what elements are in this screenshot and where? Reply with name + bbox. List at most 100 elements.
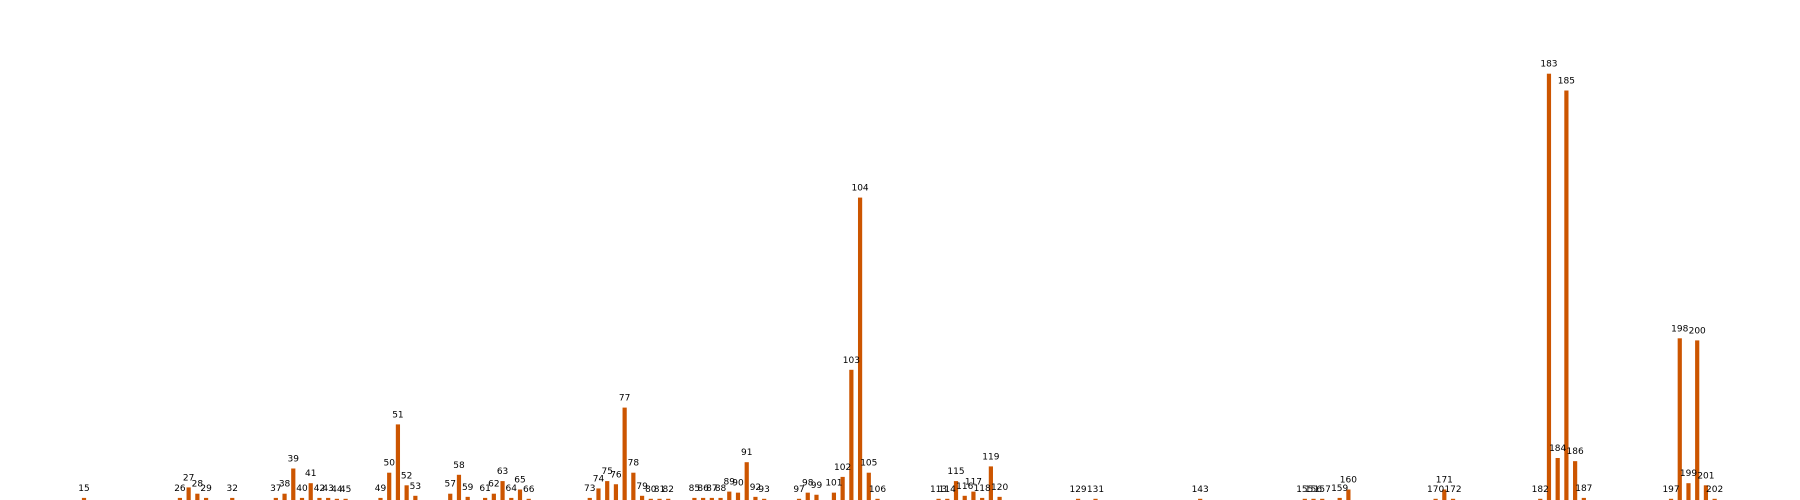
bar-label-27: 27	[183, 473, 194, 483]
bar-label-172: 172	[1444, 485, 1461, 495]
bar-88	[718, 497, 723, 500]
bar-label-42: 42	[314, 484, 325, 494]
bar-label-115: 115	[947, 467, 964, 477]
bar-label-155: 155	[1296, 485, 1313, 495]
bar-label-87: 87	[706, 484, 717, 494]
bar-label-43: 43	[322, 484, 333, 494]
bar-label-117: 117	[965, 478, 982, 488]
bar-106	[875, 498, 880, 500]
bar-143	[1198, 498, 1203, 500]
bar-129	[1075, 498, 1081, 500]
bar-118	[980, 497, 985, 500]
bar-61	[483, 497, 488, 500]
bar-160	[1346, 489, 1351, 500]
bar-label-131: 131	[1087, 485, 1104, 495]
bar-58	[456, 474, 462, 500]
bar-41	[308, 483, 313, 500]
bar-42	[317, 497, 322, 500]
bar-label-186: 186	[1567, 447, 1584, 457]
bar-label-129: 129	[1069, 485, 1086, 495]
bars-layer	[81, 73, 1717, 500]
bar-28	[195, 493, 200, 500]
bar-182	[1538, 498, 1543, 500]
bar-183	[1546, 73, 1552, 500]
bar-label-80: 80	[645, 485, 657, 495]
bar-198	[1677, 338, 1682, 500]
bar-label-65: 65	[514, 476, 525, 486]
bar-91	[744, 462, 749, 500]
bar-label-78: 78	[628, 459, 640, 469]
bar-53	[413, 495, 418, 500]
bar-label-159: 159	[1331, 484, 1348, 494]
bar-label-61: 61	[479, 484, 490, 494]
bar-label-37: 37	[270, 484, 281, 494]
bar-44	[334, 498, 339, 500]
bar-label-97: 97	[793, 485, 804, 495]
bar-label-28: 28	[192, 480, 204, 490]
bar-label-40: 40	[296, 484, 308, 494]
bar-label-92: 92	[750, 483, 761, 493]
bar-171	[1442, 489, 1447, 500]
bar-49	[378, 497, 383, 500]
bar-label-76: 76	[610, 470, 622, 480]
bar-label-185: 185	[1558, 77, 1575, 87]
bar-75	[605, 481, 610, 500]
bar-77	[622, 407, 627, 500]
bar-39	[291, 468, 296, 500]
bar-label-160: 160	[1340, 476, 1357, 486]
bar-label-89: 89	[724, 478, 736, 488]
bar-label-77: 77	[619, 394, 630, 404]
bar-102	[840, 476, 845, 500]
bar-label-32: 32	[227, 484, 238, 494]
bar-156	[1311, 498, 1316, 500]
bar-27	[186, 487, 191, 500]
bar-187	[1581, 497, 1586, 500]
bar-116	[962, 495, 967, 500]
bar-label-91: 91	[741, 448, 752, 458]
bar-92	[753, 496, 758, 500]
bar-label-82: 82	[663, 485, 674, 495]
bar-label-103: 103	[843, 356, 860, 366]
bar-label-157: 157	[1314, 485, 1331, 495]
bar-label-187: 187	[1575, 484, 1592, 494]
bar-label-57: 57	[445, 480, 456, 490]
bar-label-99: 99	[811, 481, 823, 491]
bar-26	[177, 497, 183, 500]
bar-57	[448, 493, 453, 500]
bar-117	[971, 491, 976, 500]
bar-202	[1712, 498, 1717, 500]
bar-86	[701, 497, 706, 500]
bar-label-73: 73	[584, 484, 595, 494]
bar-97	[796, 498, 802, 500]
bar-186	[1573, 461, 1578, 500]
bar-label-52: 52	[401, 471, 412, 481]
bar-label-51: 51	[392, 410, 403, 420]
bar-label-120: 120	[991, 483, 1008, 493]
bar-label-39: 39	[288, 455, 300, 465]
bar-label-88: 88	[715, 484, 727, 494]
bar-37	[273, 497, 278, 500]
bar-184	[1555, 458, 1560, 500]
bar-157	[1320, 498, 1325, 500]
bar-81	[657, 498, 662, 500]
bar-label-66: 66	[523, 485, 535, 495]
bar-87	[709, 497, 714, 500]
bar-119	[988, 466, 993, 500]
bar-label-75: 75	[601, 467, 612, 477]
bar-201	[1703, 485, 1709, 500]
bar-label-202: 202	[1706, 485, 1723, 495]
bar-label-197: 197	[1662, 485, 1679, 495]
bar-label-38: 38	[279, 480, 291, 490]
bar-label-116: 116	[956, 482, 973, 492]
bar-label-90: 90	[732, 479, 744, 489]
bar-label-41: 41	[305, 469, 316, 479]
bar-51	[395, 424, 401, 500]
bar-159	[1337, 497, 1342, 500]
bar-101	[831, 492, 837, 500]
bar-80	[648, 498, 653, 500]
bar-label-85: 85	[689, 484, 700, 494]
bar-label-49: 49	[375, 484, 387, 494]
bar-99	[814, 494, 819, 500]
bar-63	[500, 481, 505, 500]
bar-label-119: 119	[982, 452, 999, 462]
